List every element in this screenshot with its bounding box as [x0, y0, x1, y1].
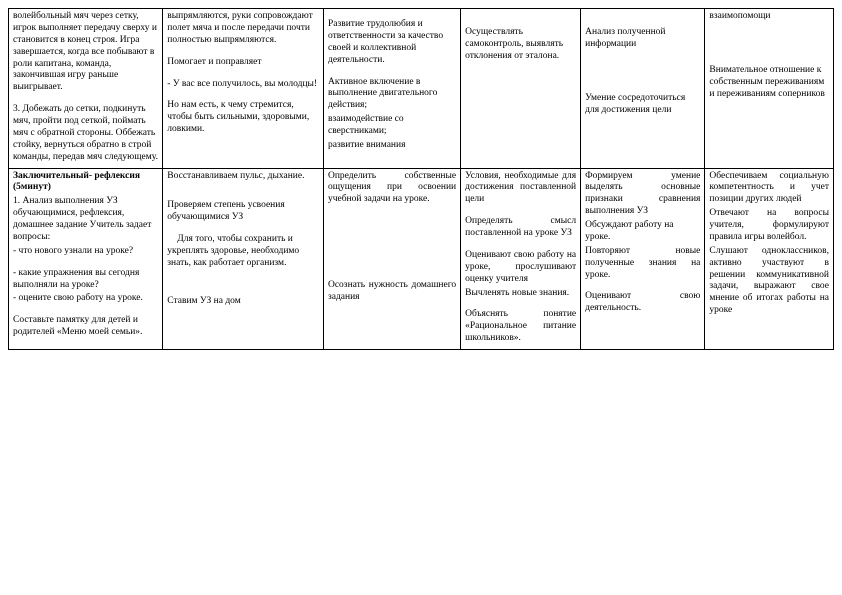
- cell-text: взаимопомощи: [709, 11, 829, 23]
- cell-text: Вычленять новые знания.: [465, 288, 576, 300]
- table-cell: Определить собственные ощущения при осво…: [323, 168, 460, 350]
- cell-text: Активное включение в выполнение двигател…: [328, 77, 456, 113]
- cell-text: Внимательное отношение к собственным пер…: [709, 65, 829, 101]
- cell-text: Определять смысл поставленной на уроке У…: [465, 216, 576, 240]
- cell-text: Помогает и поправляет: [167, 57, 319, 69]
- table-cell: Анализ полученной информации Умение сосре…: [581, 9, 705, 169]
- cell-text: Определить собственные ощущения при осво…: [328, 171, 456, 207]
- table-cell: взаимопомощи Внимательное отношение к соб…: [705, 9, 834, 169]
- table-cell: волейбольный мяч через сетку, игрок выпо…: [9, 9, 163, 169]
- table-cell: Осуществлять самоконтроль, выявлять откл…: [461, 9, 581, 169]
- cell-text: - что нового узнали на уроке?: [13, 246, 158, 258]
- table-row: Заключительный- рефлексия (5минут)1. Ана…: [9, 168, 834, 350]
- cell-text: волейбольный мяч через сетку, игрок выпо…: [13, 11, 158, 94]
- cell-text: Осознать нужность домашнего задания: [328, 280, 456, 304]
- cell-text: Осуществлять самоконтроль, выявлять откл…: [465, 27, 576, 63]
- cell-text: Восстанавливаем пульс, дыхание.: [167, 171, 319, 183]
- table-cell: Обеспечиваем социальную компетентность и…: [705, 168, 834, 350]
- cell-text: Повторяют новые полученные знания на уро…: [585, 246, 700, 282]
- cell-text: Для того, чтобы сохранить и укреплять зд…: [167, 234, 319, 270]
- table-cell: Восстанавливаем пульс, дыхание. Проверяем…: [163, 168, 324, 350]
- cell-text: Анализ полученной информации: [585, 27, 700, 51]
- cell-text: 1. Анализ выполнения УЗ обучающимися, ре…: [13, 196, 158, 244]
- table-cell: Развитие трудолюбия и ответственности за…: [323, 9, 460, 169]
- cell-text: Объяснять понятие «Рациональное питание …: [465, 309, 576, 345]
- cell-text: - оцените свою работу на уроке.: [13, 293, 158, 305]
- cell-text: Заключительный- рефлексия (5минут): [13, 171, 158, 195]
- cell-text: - какие упражнения вы сегодня выполняли …: [13, 268, 158, 292]
- cell-text: Умение сосредоточиться для достижения це…: [585, 93, 700, 117]
- table-cell: Заключительный- рефлексия (5минут)1. Ана…: [9, 168, 163, 350]
- cell-text: Ставим УЗ на дом: [167, 296, 319, 308]
- table-cell: выпрямляются, руки сопровождают полет мя…: [163, 9, 324, 169]
- table-row: волейбольный мяч через сетку, игрок выпо…: [9, 9, 834, 169]
- cell-text: Формируем умение выделять основные призн…: [585, 171, 700, 219]
- cell-text: выпрямляются, руки сопровождают полет мя…: [167, 11, 319, 47]
- table-cell: Формируем умение выделять основные призн…: [581, 168, 705, 350]
- cell-text: Обсуждают работу на уроке.: [585, 220, 700, 244]
- cell-text: Оценивают свою деятельность.: [585, 291, 700, 315]
- cell-text: развитие внимания: [328, 140, 456, 152]
- cell-text: взаимодействие со сверстниками;: [328, 114, 456, 138]
- cell-text: 3. Добежать до сетки, подкинуть мяч, про…: [13, 104, 158, 163]
- table-cell: Условия, необходимые для достижения пост…: [461, 168, 581, 350]
- cell-text: Проверяем степень усвоения обучающимися …: [167, 200, 319, 224]
- cell-text: Оценивают свою работу на уроке, прослуши…: [465, 250, 576, 286]
- cell-text: Но нам есть, к чему стремится, чтобы быт…: [167, 100, 319, 136]
- lesson-plan-table: волейбольный мяч через сетку, игрок выпо…: [8, 8, 834, 350]
- cell-text: Отвечают на вопросы учителя, формулируют…: [709, 208, 829, 244]
- cell-text: - У вас все получилось, вы молодцы!: [167, 79, 319, 91]
- cell-text: Составьте памятку для детей и родителей …: [13, 315, 158, 339]
- cell-text: Обеспечиваем социальную компетентность и…: [709, 171, 829, 207]
- cell-text: Развитие трудолюбия и ответственности за…: [328, 19, 456, 67]
- cell-text: Условия, необходимые для достижения пост…: [465, 171, 576, 207]
- cell-text: Слушают одноклассников, активно участвую…: [709, 246, 829, 317]
